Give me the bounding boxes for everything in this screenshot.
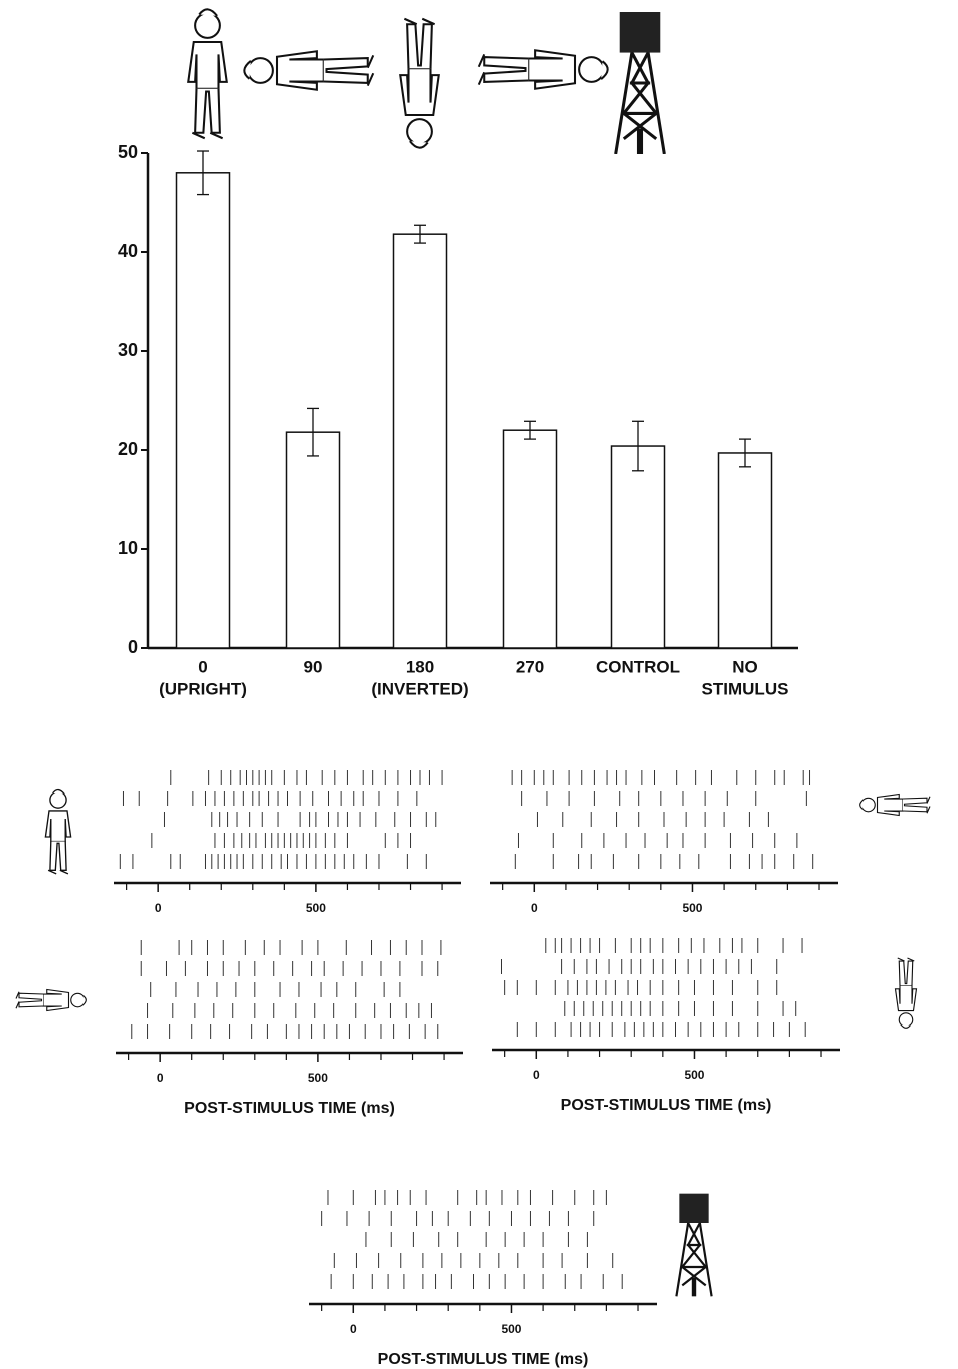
x-tick-label: 0: [155, 901, 162, 915]
error-bar: [632, 420, 644, 472]
x-axis-label: POST-STIMULUS TIME (ms): [184, 1100, 395, 1117]
x-tick-label: 500: [501, 1322, 521, 1336]
x-tick-label: 500: [306, 901, 326, 915]
rotated-270-figure-icon: [15, 988, 88, 1012]
x-tick-label: STIMULUS: [702, 679, 789, 698]
x-tick-label: 180: [406, 657, 434, 676]
x-tick-label: 90: [304, 657, 323, 676]
error-bar: [524, 420, 536, 440]
y-tick-label: 0: [128, 637, 138, 657]
bar: [502, 429, 558, 649]
x-tick-label: 0: [533, 1068, 540, 1082]
x-tick-label: 500: [684, 1068, 704, 1082]
inverted-figure-icon: [894, 957, 918, 1030]
x-tick-label: (INVERTED): [371, 679, 468, 698]
inverted-figure-icon: [399, 17, 440, 149]
bar: [717, 452, 773, 649]
y-tick-label: 50: [118, 142, 138, 162]
rotated-90-figure-icon: [858, 793, 931, 817]
x-tick-label: 270: [516, 657, 544, 676]
y-tick-label: 20: [118, 439, 138, 459]
error-bar: [197, 150, 209, 196]
upright-figure-icon: [44, 788, 72, 875]
bar: [392, 233, 448, 649]
x-tick-label: 0: [198, 657, 207, 676]
bar: [285, 431, 341, 649]
rotated-270-figure-icon: [477, 49, 609, 90]
x-tick-label: CONTROL: [596, 657, 680, 676]
control-tower-icon: [614, 12, 666, 154]
control-tower-icon: [675, 1192, 713, 1298]
x-axis-label: POST-STIMULUS TIME (ms): [561, 1097, 772, 1114]
error-bar: [414, 224, 426, 244]
x-tick-label: 0: [157, 1071, 164, 1085]
x-tick-label: 500: [308, 1071, 328, 1085]
y-tick-label: 30: [118, 340, 138, 360]
y-tick-label: 40: [118, 241, 138, 261]
x-tick-label: NO: [732, 657, 758, 676]
x-tick-label: 0: [350, 1322, 357, 1336]
error-bar: [307, 407, 319, 457]
x-tick-label: (UPRIGHT): [159, 679, 247, 698]
bar: [610, 445, 666, 649]
y-tick-label: 10: [118, 538, 138, 558]
upright-figure-icon: [187, 8, 228, 140]
x-tick-label: 500: [682, 901, 702, 915]
rotated-90-figure-icon: [243, 50, 375, 91]
error-bar: [739, 438, 751, 468]
x-tick-label: 0: [531, 901, 538, 915]
x-axis-label: POST-STIMULUS TIME (ms): [378, 1351, 589, 1368]
bar: [175, 172, 231, 649]
